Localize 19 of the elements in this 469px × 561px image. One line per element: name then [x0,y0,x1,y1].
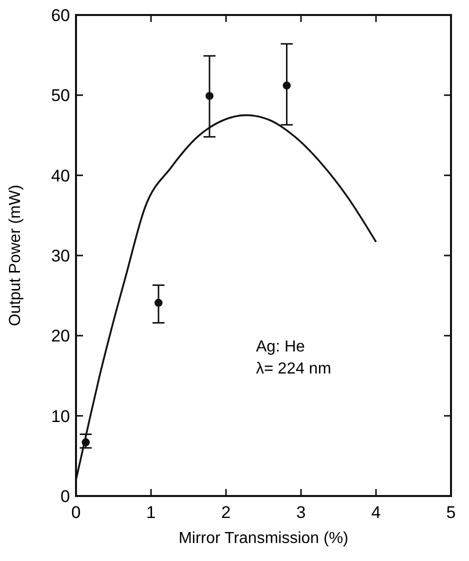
x-axis-title: Mirror Transmission (%) [178,530,348,547]
x-tick-label: 3 [296,503,306,522]
x-tick-label: 5 [446,503,456,522]
point [282,82,291,90]
y-tick-label: 10 [51,406,70,426]
point [206,92,214,100]
x-tick-label: 4 [371,503,381,522]
y-tick-label: 40 [51,166,70,186]
y-tick-label: 0 [60,487,70,506]
x-tick-label: 1 [146,503,156,522]
x-tick-label: 2 [221,503,231,522]
y-tick-label: 60 [51,6,70,25]
y-tick-label: 30 [51,246,70,266]
annotation: λ= 224 nm [256,360,332,378]
annotation: Ag: He [256,338,306,356]
y-tick-label: 50 [51,86,70,106]
y-tick-label: 20 [51,326,70,346]
y-axis-title: Output Power (mW) [7,184,24,326]
point [154,298,162,307]
